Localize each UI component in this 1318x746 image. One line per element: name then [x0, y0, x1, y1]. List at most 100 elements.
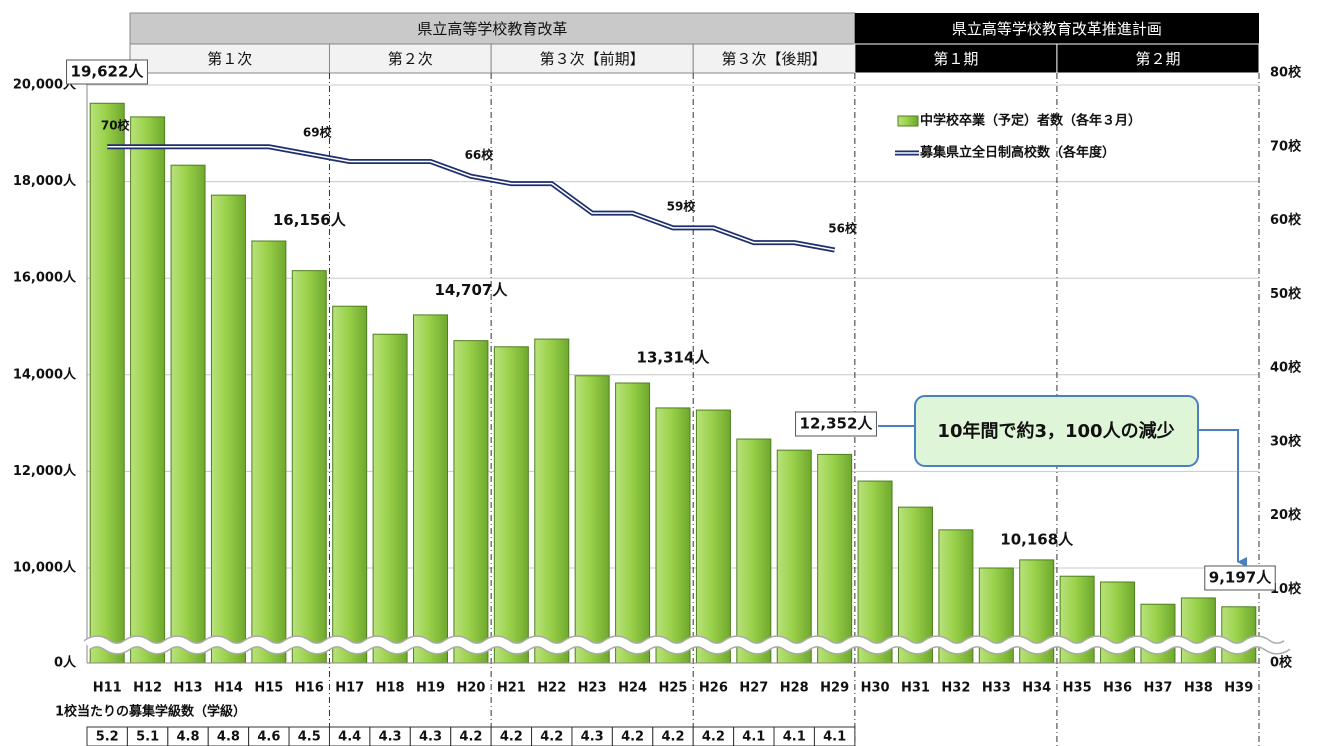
- label-box: [66, 59, 148, 85]
- y-tick-label: 20,000人: [13, 77, 77, 93]
- legend-swatch: [897, 115, 919, 127]
- line-value-label: 56校: [828, 221, 858, 236]
- bar: [89, 102, 125, 664]
- line-series-inner: [107, 145, 835, 251]
- bar: [615, 382, 651, 664]
- header-period: 第１期: [933, 50, 978, 68]
- x-tick-label: H13: [174, 681, 203, 696]
- bar-value-label: 14,707人: [434, 281, 508, 299]
- header-band: [129, 12, 856, 45]
- table-label: 1校当たりの募集学級数（学級）: [55, 704, 246, 720]
- x-tick-label: H33: [982, 681, 1011, 696]
- x-tick-label: H24: [618, 681, 647, 696]
- bar: [413, 314, 449, 664]
- table-value: 4.6: [257, 730, 280, 745]
- x-tick-label: H11: [93, 681, 122, 696]
- table-value: 4.3: [581, 730, 604, 745]
- header-cell: [854, 43, 1058, 74]
- x-tick-label: H15: [254, 681, 283, 696]
- x-tick-label: H21: [497, 681, 526, 696]
- bar: [291, 270, 327, 664]
- table-value: 4.1: [823, 730, 846, 745]
- table-value: 5.2: [96, 730, 119, 745]
- x-tick-label: H36: [1103, 681, 1132, 696]
- y2-tick-label: 70校: [1270, 138, 1302, 154]
- header-title: 県立高等学校教育改革: [417, 20, 567, 38]
- x-tick-label: H16: [295, 681, 324, 696]
- y2-tick-label: 80校: [1270, 65, 1302, 81]
- table-value: 4.3: [419, 730, 442, 745]
- x-tick-label: H28: [780, 681, 809, 696]
- bar: [857, 480, 893, 664]
- table-value: 4.4: [338, 730, 361, 745]
- bar-value-label: 19,622人: [71, 63, 145, 81]
- x-tick-label: H30: [861, 681, 890, 696]
- header-period: 第１次: [207, 50, 252, 68]
- x-tick-label: H34: [1022, 681, 1051, 696]
- header-period: 第３次【前期】: [540, 50, 645, 68]
- table-cell: [813, 726, 856, 746]
- header-period: 第３次【後期】: [722, 50, 827, 68]
- y2-tick-label: 50校: [1270, 286, 1302, 302]
- x-tick-label: H23: [578, 681, 607, 696]
- bar-value-label: 12,352人: [800, 415, 874, 433]
- table-value: 5.1: [136, 730, 159, 745]
- header-band: [854, 13, 1259, 44]
- bar: [776, 449, 812, 664]
- callout-arrow: [1198, 429, 1247, 567]
- bar: [655, 407, 691, 664]
- table-value: 4.2: [459, 730, 482, 745]
- x-tick-label: H38: [1184, 681, 1213, 696]
- x-tick-label: H18: [376, 681, 405, 696]
- y-tick-label: 16,000人: [13, 270, 77, 286]
- bar: [130, 116, 166, 664]
- bar: [170, 164, 206, 664]
- header-cell: [328, 43, 492, 74]
- y-tick-label: 14,000人: [13, 366, 77, 382]
- header-period: 第２次: [388, 50, 433, 68]
- line-value-label: 69校: [303, 125, 333, 140]
- line-value-label: 70校: [101, 117, 131, 132]
- table-value: 4.2: [500, 730, 523, 745]
- x-tick-label: H31: [901, 681, 930, 696]
- x-tick-label: H37: [1143, 681, 1172, 696]
- label-box: [1204, 565, 1276, 591]
- axis-break: [84, 637, 1290, 653]
- x-tick-label: H35: [1063, 681, 1092, 696]
- line-value-label: 59校: [667, 198, 697, 213]
- legend-label: 募集県立全日制高校数（各年度）: [919, 145, 1115, 161]
- x-tick-label: H12: [133, 681, 162, 696]
- bar: [736, 438, 772, 664]
- label-box: [795, 411, 877, 437]
- table-value: 4.1: [742, 730, 765, 745]
- x-tick-label: H26: [699, 681, 728, 696]
- y-tick-label: 12,000人: [13, 463, 77, 479]
- x-tick-label: H14: [214, 681, 243, 696]
- bar-value-label: 16,156人: [273, 211, 347, 229]
- x-tick-label: H39: [1224, 681, 1253, 696]
- table-value: 4.2: [621, 730, 644, 745]
- table-value: 4.2: [540, 730, 563, 745]
- bar: [332, 305, 368, 664]
- callout-text: 10年間で約3，100人の減少: [937, 420, 1174, 442]
- bar-value-label: 10,168人: [1000, 530, 1074, 548]
- header-cell: [490, 43, 694, 74]
- header-cell: [1056, 43, 1260, 74]
- header-cell: [692, 43, 856, 74]
- x-tick-label: H19: [416, 681, 445, 696]
- bar: [453, 340, 489, 664]
- y-tick-label: 18,000人: [13, 173, 77, 189]
- x-tick-label: H27: [739, 681, 768, 696]
- y2-tick-label: 30校: [1270, 433, 1302, 449]
- x-tick-label: H25: [659, 681, 688, 696]
- x-tick-label: H17: [335, 681, 364, 696]
- bar: [210, 194, 246, 664]
- bar: [574, 375, 610, 664]
- table-value: 4.8: [217, 730, 240, 745]
- line-value-label: 66校: [465, 147, 495, 162]
- y-tick-label: 10,000人: [13, 560, 77, 576]
- header-period: 第２期: [1135, 50, 1180, 68]
- x-tick-label: H32: [941, 681, 970, 696]
- bar: [534, 338, 570, 664]
